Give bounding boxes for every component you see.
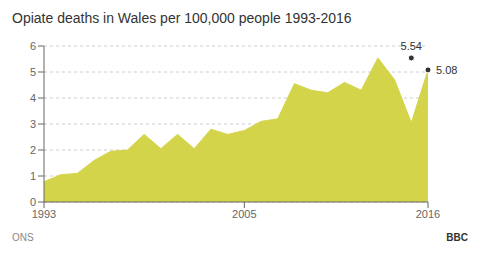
svg-text:5.54: 5.54 bbox=[401, 40, 422, 52]
svg-text:0: 0 bbox=[30, 196, 36, 208]
svg-text:6: 6 bbox=[30, 40, 36, 52]
svg-text:4: 4 bbox=[30, 92, 36, 104]
svg-text:5.08: 5.08 bbox=[436, 64, 457, 76]
html-text:Opiate deaths in Wales per 100: Opiate deaths in Wales per 100,000 peopl… bbox=[12, 10, 352, 26]
svg-text:2016: 2016 bbox=[416, 208, 440, 220]
svg-text:3: 3 bbox=[30, 118, 36, 130]
svg-text:2: 2 bbox=[30, 144, 36, 156]
svg-text:2005: 2005 bbox=[232, 208, 256, 220]
html-text:BBC: BBC bbox=[446, 232, 468, 243]
html-text:ONS: ONS bbox=[12, 232, 34, 243]
svg-text:5: 5 bbox=[30, 66, 36, 78]
svg-text:1993: 1993 bbox=[32, 208, 56, 220]
svg-text:1: 1 bbox=[30, 170, 36, 182]
